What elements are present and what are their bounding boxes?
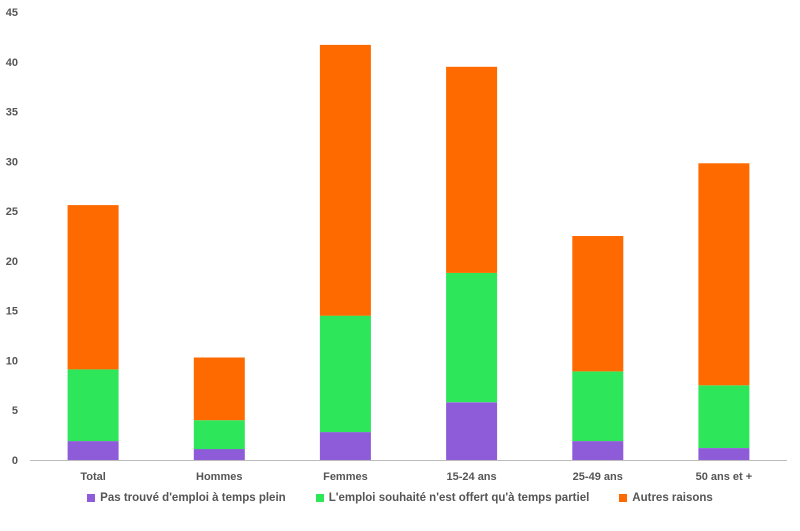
legend: Pas trouvé d'emploi à temps plein L'empl… bbox=[0, 492, 800, 504]
y-tick-label: 0 bbox=[12, 455, 18, 467]
bar-segment-2-6 bbox=[698, 385, 750, 448]
legend-label: Pas trouvé d'emploi à temps plein bbox=[100, 492, 286, 504]
y-tick-label: 40 bbox=[6, 57, 18, 69]
bar-segment-3-6 bbox=[698, 163, 750, 386]
legend-swatch-green bbox=[315, 494, 324, 502]
x-tick-label: 25-49 ans bbox=[573, 471, 623, 483]
bar-segment-2-4 bbox=[446, 272, 498, 403]
bar-segment-3-3 bbox=[319, 44, 371, 316]
bar-segment-1-5 bbox=[572, 441, 624, 460]
y-tick-label: 45 bbox=[6, 7, 18, 19]
y-tick-label: 15 bbox=[6, 306, 18, 318]
x-tick-label: Total bbox=[80, 471, 105, 483]
bar-segment-3-1 bbox=[67, 205, 119, 370]
bar-segment-1-3 bbox=[319, 432, 371, 460]
bar-segment-2-2 bbox=[193, 420, 245, 450]
bar-segment-1-4 bbox=[446, 402, 498, 460]
bar-segment-3-2 bbox=[193, 357, 245, 421]
legend-swatch-orange bbox=[619, 494, 628, 502]
bar-segment-2-1 bbox=[67, 369, 119, 442]
x-tick-label: 50 ans et + bbox=[696, 471, 753, 483]
bar-segment-3-4 bbox=[446, 66, 498, 273]
x-tick-label: Hommes bbox=[196, 471, 242, 483]
x-tick-label: 15-24 ans bbox=[447, 471, 497, 483]
bar-segment-2-3 bbox=[319, 315, 371, 433]
bar-segment-2-5 bbox=[572, 371, 624, 442]
legend-item-part-time-only: L'emploi souhaité n'est offert qu'à temp… bbox=[315, 492, 590, 504]
legend-swatch-purple bbox=[87, 494, 96, 502]
x-axis: Total Hommes Femmes 15-24 ans 25-49 ans 50 an… bbox=[80, 471, 752, 483]
y-tick-label: 35 bbox=[6, 107, 18, 119]
bar-segment-1-6 bbox=[698, 448, 750, 460]
y-axis: 0 5 10 15 20 25 30 35 40 45 bbox=[6, 7, 18, 467]
legend-item-other-reasons: Autres raisons bbox=[619, 492, 713, 504]
y-tick-label: 20 bbox=[6, 256, 18, 268]
bar-segment-3-5 bbox=[572, 236, 624, 372]
legend-label: L'emploi souhaité n'est offert qu'à temp… bbox=[328, 492, 590, 504]
bars bbox=[67, 44, 750, 460]
legend-label: Autres raisons bbox=[632, 492, 713, 504]
bar-segment-1-2 bbox=[193, 449, 245, 460]
bar-segment-1-1 bbox=[67, 441, 119, 460]
legend-item-full-time-not-found: Pas trouvé d'emploi à temps plein bbox=[87, 492, 286, 504]
y-tick-label: 10 bbox=[6, 355, 18, 367]
y-tick-label: 25 bbox=[6, 206, 18, 218]
y-tick-label: 30 bbox=[6, 156, 18, 168]
x-tick-label: Femmes bbox=[323, 471, 368, 483]
y-tick-label: 5 bbox=[12, 405, 18, 417]
